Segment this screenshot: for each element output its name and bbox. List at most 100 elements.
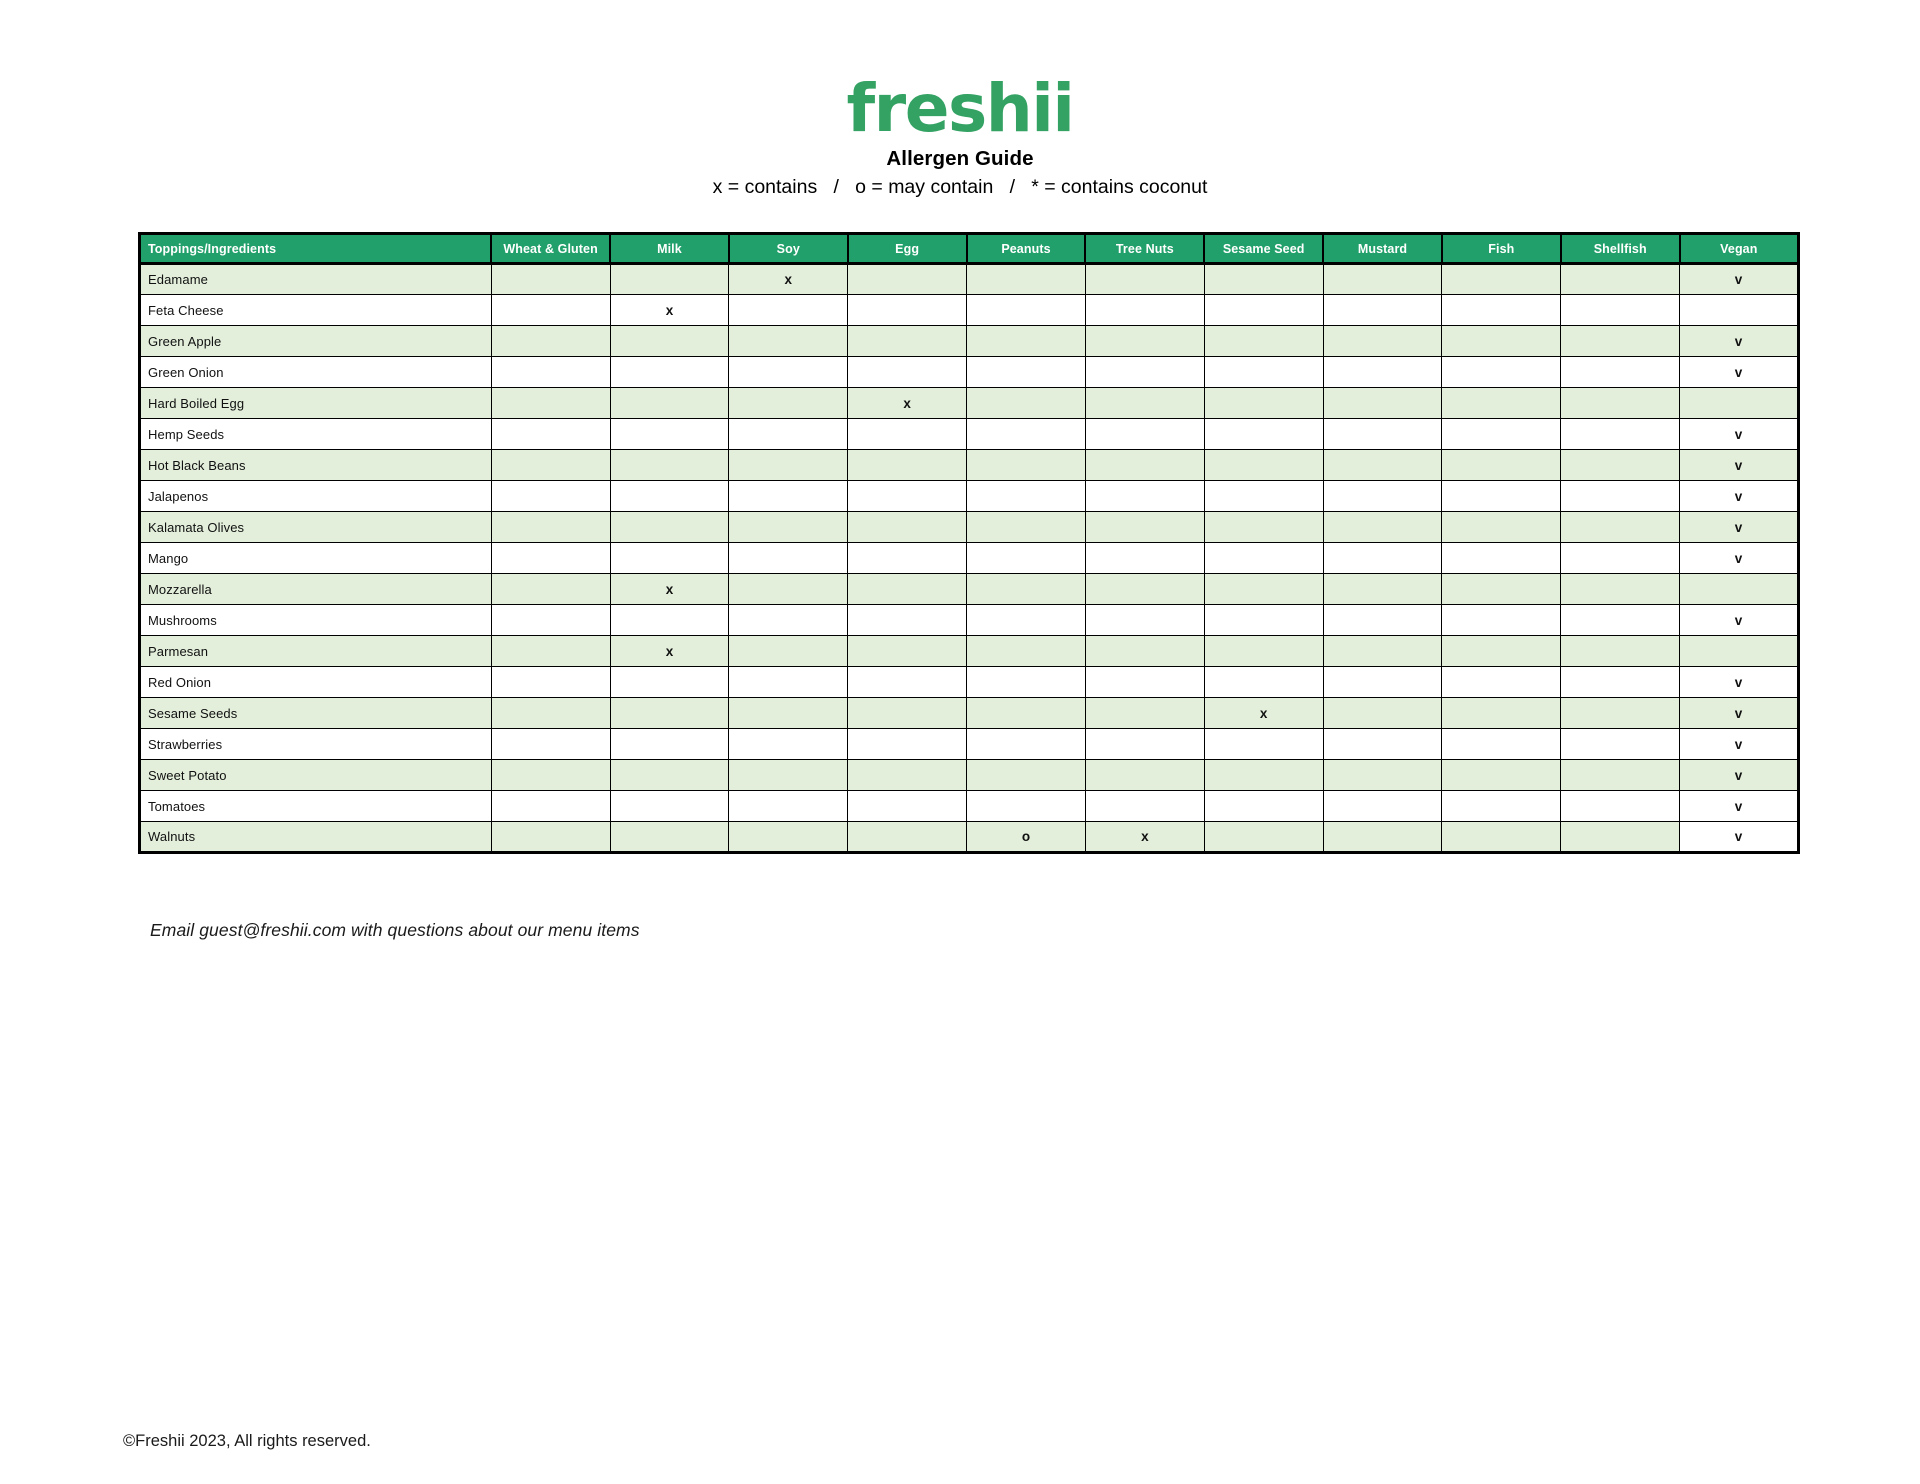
allergen-cell: x xyxy=(728,263,849,295)
allergen-cell xyxy=(490,480,611,512)
allergen-cell xyxy=(1203,294,1324,326)
allergen-cell xyxy=(1560,573,1681,605)
ingredient-name-cell: Hot Black Beans xyxy=(139,449,492,481)
allergen-cell xyxy=(728,697,849,729)
column-header-wheat-gluten: Wheat & Gluten xyxy=(490,233,612,265)
allergen-cell xyxy=(847,759,968,791)
allergen-cell xyxy=(966,418,1086,450)
allergen-cell xyxy=(1441,449,1562,481)
allergen-cell xyxy=(1203,356,1324,388)
allergen-cell xyxy=(966,697,1086,729)
allergen-cell: v xyxy=(1679,542,1799,574)
allergen-cell xyxy=(1679,635,1799,667)
contact-note: Email guest@freshii.com with questions a… xyxy=(150,920,640,940)
allergen-cell xyxy=(1560,542,1681,574)
allergen-cell xyxy=(609,542,730,574)
allergen-cell: v xyxy=(1679,511,1799,543)
allergen-cell xyxy=(609,263,730,295)
allergen-cell xyxy=(1084,418,1205,450)
allergen-cell xyxy=(1084,263,1205,295)
ingredient-name-cell: Hemp Seeds xyxy=(139,418,492,450)
allergen-cell: v xyxy=(1679,697,1799,729)
allergen-cell xyxy=(490,635,611,667)
allergen-cell: v xyxy=(1679,263,1799,295)
allergen-cell xyxy=(609,697,730,729)
allergen-cell xyxy=(966,356,1086,388)
allergen-cell xyxy=(1084,356,1205,388)
allergen-cell xyxy=(490,666,611,698)
allergen-cell xyxy=(966,387,1086,419)
ingredient-name-cell: Walnuts xyxy=(139,821,492,853)
allergen-cell xyxy=(728,356,849,388)
ingredient-name-cell: Green Apple xyxy=(139,325,492,357)
allergen-cell xyxy=(1441,759,1562,791)
allergen-cell xyxy=(728,635,849,667)
allergen-cell xyxy=(609,666,730,698)
table-row: Mango v xyxy=(139,542,1799,574)
allergen-cell xyxy=(728,418,849,450)
allergen-cell xyxy=(1441,418,1562,450)
allergen-cell xyxy=(1441,821,1562,853)
column-header-vegan: Vegan xyxy=(1678,233,1799,265)
allergen-cell xyxy=(1203,728,1324,760)
allergen-cell: v xyxy=(1679,480,1799,512)
table-body: Edamame x v Feta Cheese x Green Apple v Green O… xyxy=(139,263,1799,853)
allergen-cell xyxy=(847,573,968,605)
table-row: Strawberries v xyxy=(139,728,1799,760)
allergen-cell xyxy=(1441,263,1562,295)
allergen-cell xyxy=(609,325,730,357)
table-row: Sesame Seeds x v xyxy=(139,697,1799,729)
table-row: Jalapenos v xyxy=(139,480,1799,512)
allergen-cell xyxy=(847,294,968,326)
allergen-cell xyxy=(1560,325,1681,357)
allergen-cell xyxy=(1322,387,1443,419)
allergen-cell xyxy=(1441,480,1562,512)
allergen-cell xyxy=(1441,790,1562,822)
allergen-cell xyxy=(609,418,730,450)
allergen-cell xyxy=(1322,325,1443,357)
table-row: Green Onion v xyxy=(139,356,1799,388)
ingredient-name-cell: Hard Boiled Egg xyxy=(139,387,492,419)
allergen-cell xyxy=(1322,449,1443,481)
allergen-cell xyxy=(490,759,611,791)
allergen-cell xyxy=(1203,449,1324,481)
table-row: Hard Boiled Egg x xyxy=(139,387,1799,419)
allergen-cell xyxy=(728,604,849,636)
allergen-cell xyxy=(1560,418,1681,450)
allergen-cell xyxy=(490,294,611,326)
ingredient-name-cell: Mango xyxy=(139,542,492,574)
allergen-cell xyxy=(966,294,1086,326)
table-row: Mozzarella x xyxy=(139,573,1799,605)
allergen-cell xyxy=(1322,294,1443,326)
allergen-cell xyxy=(1560,356,1681,388)
header-row: Toppings/Ingredients Wheat & Gluten Milk… xyxy=(139,233,1799,265)
allergen-cell xyxy=(1322,635,1443,667)
ingredient-name-cell: Green Onion xyxy=(139,356,492,388)
allergen-cell: v xyxy=(1679,666,1799,698)
allergen-cell: v xyxy=(1679,759,1799,791)
column-header-peanuts: Peanuts xyxy=(965,233,1087,265)
allergen-cell xyxy=(847,542,968,574)
column-header-mustard: Mustard xyxy=(1322,233,1443,265)
ingredient-name-cell: Tomatoes xyxy=(139,790,492,822)
allergen-cell xyxy=(1679,387,1799,419)
allergen-cell xyxy=(490,542,611,574)
allergen-cell xyxy=(1084,759,1205,791)
table-header: Toppings/Ingredients Wheat & Gluten Milk… xyxy=(139,233,1799,265)
allergen-cell: v xyxy=(1679,821,1799,853)
ingredient-name-cell: Jalapenos xyxy=(139,480,492,512)
allergen-cell xyxy=(490,697,611,729)
allergen-cell xyxy=(1560,759,1681,791)
allergen-cell xyxy=(1560,790,1681,822)
allergen-cell xyxy=(1203,635,1324,667)
allergen-cell xyxy=(1679,573,1799,605)
allergen-cell xyxy=(1441,573,1562,605)
allergen-cell xyxy=(966,728,1086,760)
allergen-table-container: Toppings/Ingredients Wheat & Gluten Milk… xyxy=(138,232,1800,854)
allergen-cell: v xyxy=(1679,356,1799,388)
column-header-tree-nuts: Tree Nuts xyxy=(1084,233,1206,265)
allergen-cell xyxy=(1322,728,1443,760)
table-row: Kalamata Olives v xyxy=(139,511,1799,543)
allergen-cell xyxy=(490,790,611,822)
column-header-soy: Soy xyxy=(727,233,849,265)
